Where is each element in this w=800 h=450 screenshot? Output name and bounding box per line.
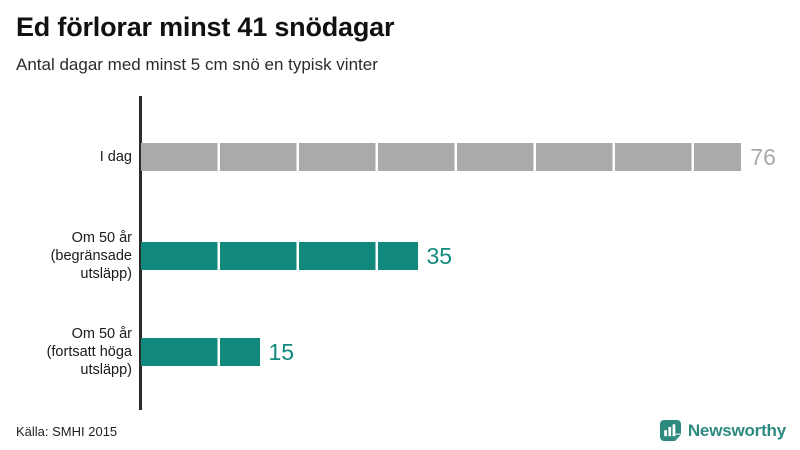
bar-group-om-50-ar-begransade: 35 xyxy=(141,242,452,270)
chart-header: Ed förlorar minst 41 snödagar Antal daga… xyxy=(16,10,786,77)
bar-row-om-50-ar-begransade: Om 50 år (begränsade utsläpp) 35 xyxy=(0,230,800,282)
axis-label-line: utsläpp) xyxy=(80,266,132,282)
source-note: Källa: SMHI 2015 xyxy=(16,424,118,439)
axis-label-line: (fortsatt höga xyxy=(46,344,132,360)
bar-value-om-50-ar-fortsatt-hoga: 15 xyxy=(268,339,295,365)
bar-chart-icon xyxy=(659,420,681,441)
chart-subtitle: Antal dagar med minst 5 cm snö en typisk… xyxy=(16,55,378,74)
logo-text: Newsworthy xyxy=(687,420,786,440)
bar-value-i-dag: 76 xyxy=(750,144,776,170)
axis-label-line: utsläpp) xyxy=(80,362,132,378)
newsworthy-logo: Newsworthy xyxy=(659,420,786,441)
bar-group-om-50-ar-fortsatt-hoga: 15 xyxy=(141,338,294,366)
chart-title: Ed förlorar minst 41 snödagar xyxy=(16,12,395,42)
bar-group-i-dag: 76 xyxy=(141,143,776,171)
bar-separators-om-50-ar-begransade xyxy=(141,242,418,270)
axis-label-i-dag: I dag xyxy=(0,148,132,166)
chart-footer: Källa: SMHI 2015 Newsworthy xyxy=(0,414,800,450)
bar-value-om-50-ar-begransade: 35 xyxy=(426,243,453,269)
axis-label-om-50-ar-fortsatt-hoga: Om 50 år (fortsatt höga utsläpp) xyxy=(0,325,132,379)
axis-label-line: I dag xyxy=(99,149,132,165)
bar-separators-om-50-ar-fortsatt-hoga xyxy=(141,338,260,366)
y-axis-line xyxy=(139,96,142,410)
bar-row-om-50-ar-fortsatt-hoga: Om 50 år (fortsatt höga utsläpp) 15 xyxy=(0,326,800,378)
axis-label-line: Om 50 år xyxy=(71,326,132,342)
plot-area: I dag 76 Om 50 år (begränsade utsläpp) 3… xyxy=(0,96,800,414)
axis-label-line: (begränsade xyxy=(50,248,132,264)
axis-label-om-50-ar-begransade: Om 50 år (begränsade utsläpp) xyxy=(0,229,132,283)
bar-row-i-dag: I dag 76 xyxy=(0,143,800,171)
axis-label-line: Om 50 år xyxy=(71,230,132,246)
bar-separators-i-dag xyxy=(141,143,742,171)
